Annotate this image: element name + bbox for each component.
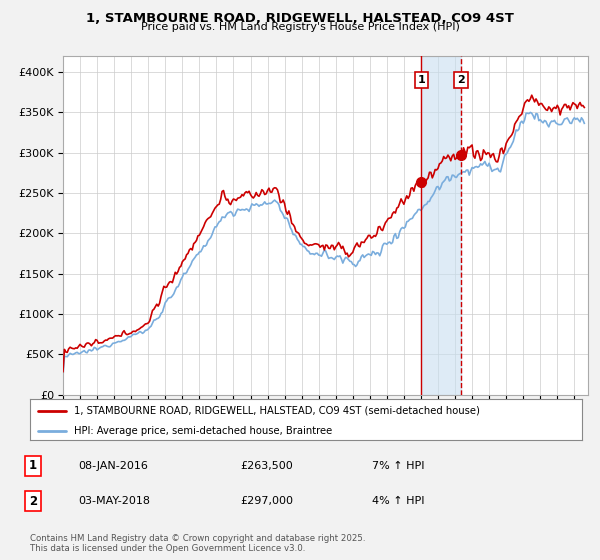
Bar xyxy=(421,56,461,395)
Text: HPI: Average price, semi-detached house, Braintree: HPI: Average price, semi-detached house,… xyxy=(74,426,332,436)
Text: Contains HM Land Registry data © Crown copyright and database right 2025.
This d: Contains HM Land Registry data © Crown c… xyxy=(30,534,365,553)
Text: 08-JAN-2016: 08-JAN-2016 xyxy=(78,461,148,471)
Text: 1: 1 xyxy=(29,459,37,473)
Text: Price paid vs. HM Land Registry's House Price Index (HPI): Price paid vs. HM Land Registry's House … xyxy=(140,22,460,32)
Text: 2: 2 xyxy=(29,494,37,508)
Text: £297,000: £297,000 xyxy=(240,496,293,506)
Text: 1: 1 xyxy=(418,75,425,85)
Text: 1, STAMBOURNE ROAD, RIDGEWELL, HALSTEAD, CO9 4ST: 1, STAMBOURNE ROAD, RIDGEWELL, HALSTEAD,… xyxy=(86,12,514,25)
Text: 7% ↑ HPI: 7% ↑ HPI xyxy=(372,461,425,471)
Text: 03-MAY-2018: 03-MAY-2018 xyxy=(78,496,150,506)
Text: £263,500: £263,500 xyxy=(240,461,293,471)
Text: 4% ↑ HPI: 4% ↑ HPI xyxy=(372,496,425,506)
Text: 1, STAMBOURNE ROAD, RIDGEWELL, HALSTEAD, CO9 4ST (semi-detached house): 1, STAMBOURNE ROAD, RIDGEWELL, HALSTEAD,… xyxy=(74,405,480,416)
Text: 2: 2 xyxy=(457,75,465,85)
